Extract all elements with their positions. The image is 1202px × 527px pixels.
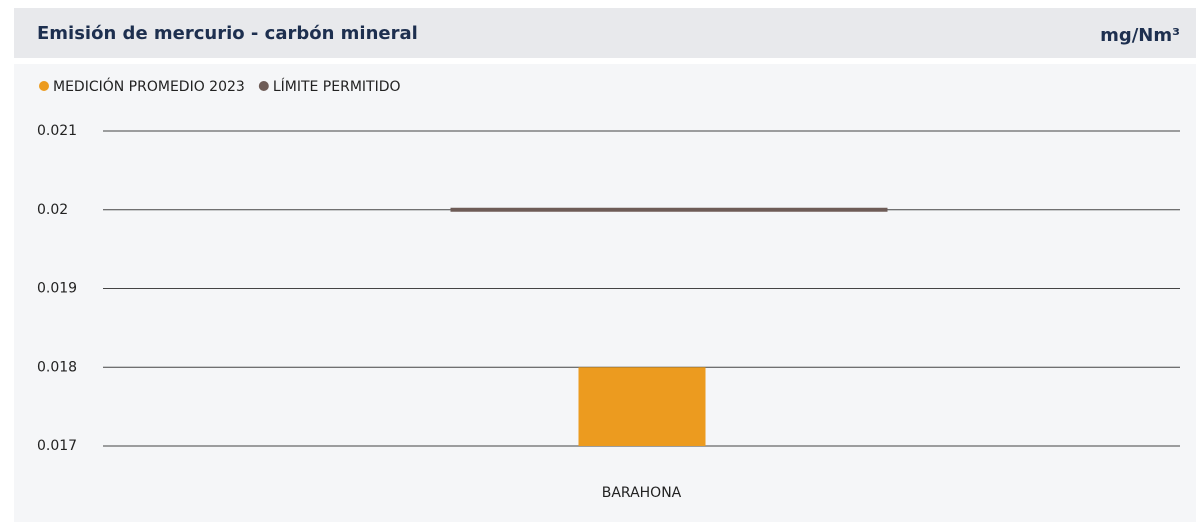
- legend-marker: [39, 81, 49, 91]
- legend-label: LÍMITE PERMITIDO: [273, 78, 401, 95]
- y-tick-label: 0.019: [37, 281, 77, 297]
- legend-label: MEDICIÓN PROMEDIO 2023: [53, 77, 245, 95]
- header-band: [14, 8, 1196, 58]
- y-tick-label: 0.018: [37, 359, 77, 375]
- bar: [578, 367, 706, 446]
- x-tick-label: BARAHONA: [602, 485, 682, 501]
- y-tick-label: 0.021: [37, 123, 77, 139]
- legend-marker: [258, 81, 269, 91]
- y-tick-label: 0.017: [37, 438, 77, 454]
- chart-background: [14, 64, 1196, 522]
- y-tick-label: 0.02: [37, 202, 68, 218]
- chart-title: Emisión de mercurio - carbón mineral: [37, 23, 418, 44]
- unit-label: mg/Nm³: [1100, 25, 1180, 46]
